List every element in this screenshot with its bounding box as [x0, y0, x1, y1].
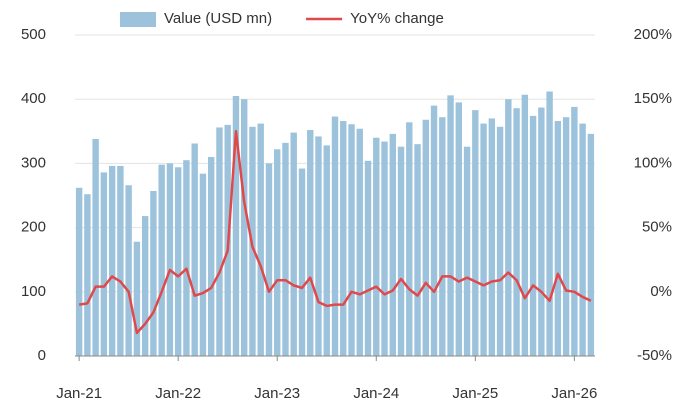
bar [430, 105, 438, 357]
bar [290, 132, 297, 356]
bar [406, 122, 413, 356]
bar [166, 163, 174, 356]
bar [505, 99, 512, 356]
bar [158, 164, 165, 356]
bar [183, 160, 190, 356]
bar [439, 117, 446, 357]
y2-tick-label: 100% [634, 154, 672, 171]
bar [323, 145, 330, 356]
bar [298, 168, 306, 356]
bar [340, 121, 347, 356]
bar [472, 110, 479, 356]
bar [529, 115, 537, 356]
bar [579, 123, 586, 356]
y2-tick-label: 0% [650, 283, 672, 300]
y2-tick-label: 200% [634, 26, 672, 43]
bar [488, 118, 496, 357]
bar [174, 167, 182, 356]
bar [422, 119, 429, 356]
bar [108, 165, 116, 356]
bar [84, 194, 91, 356]
bar [447, 95, 454, 357]
line [78, 130, 592, 335]
bar [546, 91, 553, 356]
legend-swatch [120, 12, 156, 27]
bar [455, 102, 463, 356]
bar [307, 130, 314, 356]
y2-tick-label: 150% [634, 90, 672, 107]
x-tick-label: Jan-21 [56, 385, 102, 402]
bar [389, 133, 396, 356]
bar [207, 156, 215, 356]
bar [373, 137, 380, 356]
y-tick-label: 400 [21, 90, 46, 107]
x-tick-label: Jan-26 [551, 385, 597, 402]
y-tick-label: 500 [21, 26, 46, 43]
x-tick-label: Jan-22 [155, 385, 201, 402]
bar [414, 144, 421, 356]
bar [274, 149, 281, 356]
y-tick-label: 200 [21, 219, 46, 236]
bar [538, 107, 545, 357]
bar [496, 126, 504, 356]
y2-tick-label: -50% [637, 347, 672, 364]
bar [100, 172, 108, 356]
bar [199, 173, 207, 356]
bar [381, 141, 388, 356]
x-tick-label: Jan-24 [353, 385, 399, 402]
bar [521, 94, 529, 357]
bar [513, 108, 520, 356]
bar [348, 124, 355, 356]
bar [364, 160, 372, 356]
bar [216, 127, 223, 356]
bar [571, 106, 578, 357]
bar [133, 241, 141, 356]
bar [356, 128, 363, 356]
y-tick-label: 0 [38, 347, 46, 364]
bar [241, 99, 248, 356]
bar [282, 142, 289, 356]
legend-label: Value (USD mn) [164, 10, 272, 27]
bar [554, 121, 562, 356]
x-tick-label: Jan-23 [254, 385, 300, 402]
bar [257, 123, 264, 356]
bar [125, 185, 132, 356]
bar [141, 216, 149, 356]
y2-tick-label: 50% [642, 219, 672, 236]
y-tick-label: 100 [21, 283, 46, 300]
bar [480, 123, 487, 356]
bar [587, 133, 595, 356]
bar [117, 165, 124, 356]
bar [265, 163, 273, 356]
bar [397, 146, 405, 356]
bar [331, 116, 339, 356]
bar [232, 95, 240, 357]
bar [75, 187, 83, 356]
bar [92, 139, 99, 356]
bar [315, 136, 322, 356]
bar [463, 146, 471, 356]
x-tick-label: Jan-25 [452, 385, 498, 402]
bar [150, 191, 157, 356]
y-tick-label: 300 [21, 154, 46, 171]
bar [562, 117, 570, 357]
legend-label: YoY% change [350, 10, 444, 27]
bar [191, 143, 198, 356]
